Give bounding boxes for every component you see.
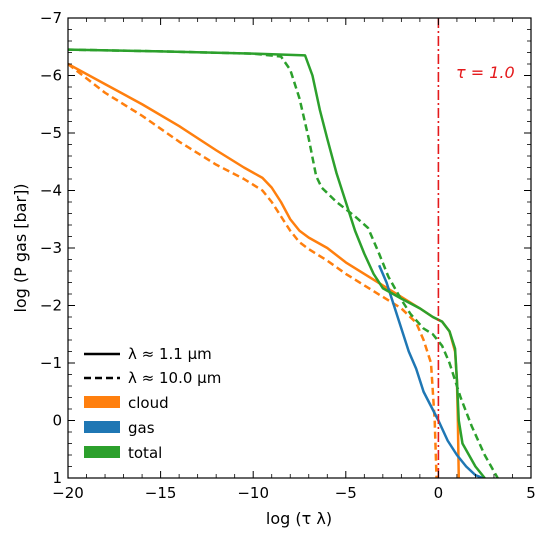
legend-patch-total [84, 446, 120, 458]
x-tick-label: −20 [52, 484, 84, 502]
series-line-gas-solid [377, 264, 484, 478]
y-tick-label: −3 [40, 239, 62, 257]
x-tick-label: −10 [237, 484, 269, 502]
x-tick-label: −5 [335, 484, 357, 502]
series-line-cloud-dashed [68, 63, 438, 478]
legend-label-total: total [128, 444, 162, 462]
legend-patch-cloud [84, 396, 120, 408]
legend-label-dashed: λ ≈ 10.0 μm [128, 369, 221, 387]
series-line-cloud-solid [68, 62, 461, 478]
y-tick-label: −6 [40, 67, 62, 85]
legend: λ ≈ 1.1 μm λ ≈ 10.0 μm cloud gas total [84, 345, 221, 462]
legend-label-gas: gas [128, 419, 155, 437]
legend-label-solid: λ ≈ 1.1 μm [128, 345, 212, 363]
y-tick-label: 0 [52, 412, 62, 430]
legend-patch-gas [84, 421, 120, 433]
x-axis-label: log (τ λ) [266, 509, 332, 528]
series-layer [68, 48, 499, 478]
ticks-layer: −20 −15 −10 −5 0 5−7−6−5−4−3−2−101 [40, 9, 536, 502]
y-tick-label: −1 [40, 354, 62, 372]
series-line-total-dashed [68, 48, 499, 478]
y-tick-label: 1 [52, 469, 62, 487]
y-tick-label: −5 [40, 124, 62, 142]
y-tick-label: −7 [40, 9, 62, 27]
x-tick-label: −15 [145, 484, 177, 502]
x-tick-label: 5 [526, 484, 536, 502]
legend-label-cloud: cloud [128, 394, 169, 412]
y-tick-label: −2 [40, 297, 62, 315]
plot-frame [67, 17, 532, 479]
y-axis-label: log (P gas [bar]) [11, 183, 30, 312]
x-tick-label: 0 [434, 484, 444, 502]
series-line-total-solid [68, 48, 486, 478]
annotation-tau: τ = 1.0 [456, 63, 515, 82]
y-tick-label: −4 [40, 182, 62, 200]
